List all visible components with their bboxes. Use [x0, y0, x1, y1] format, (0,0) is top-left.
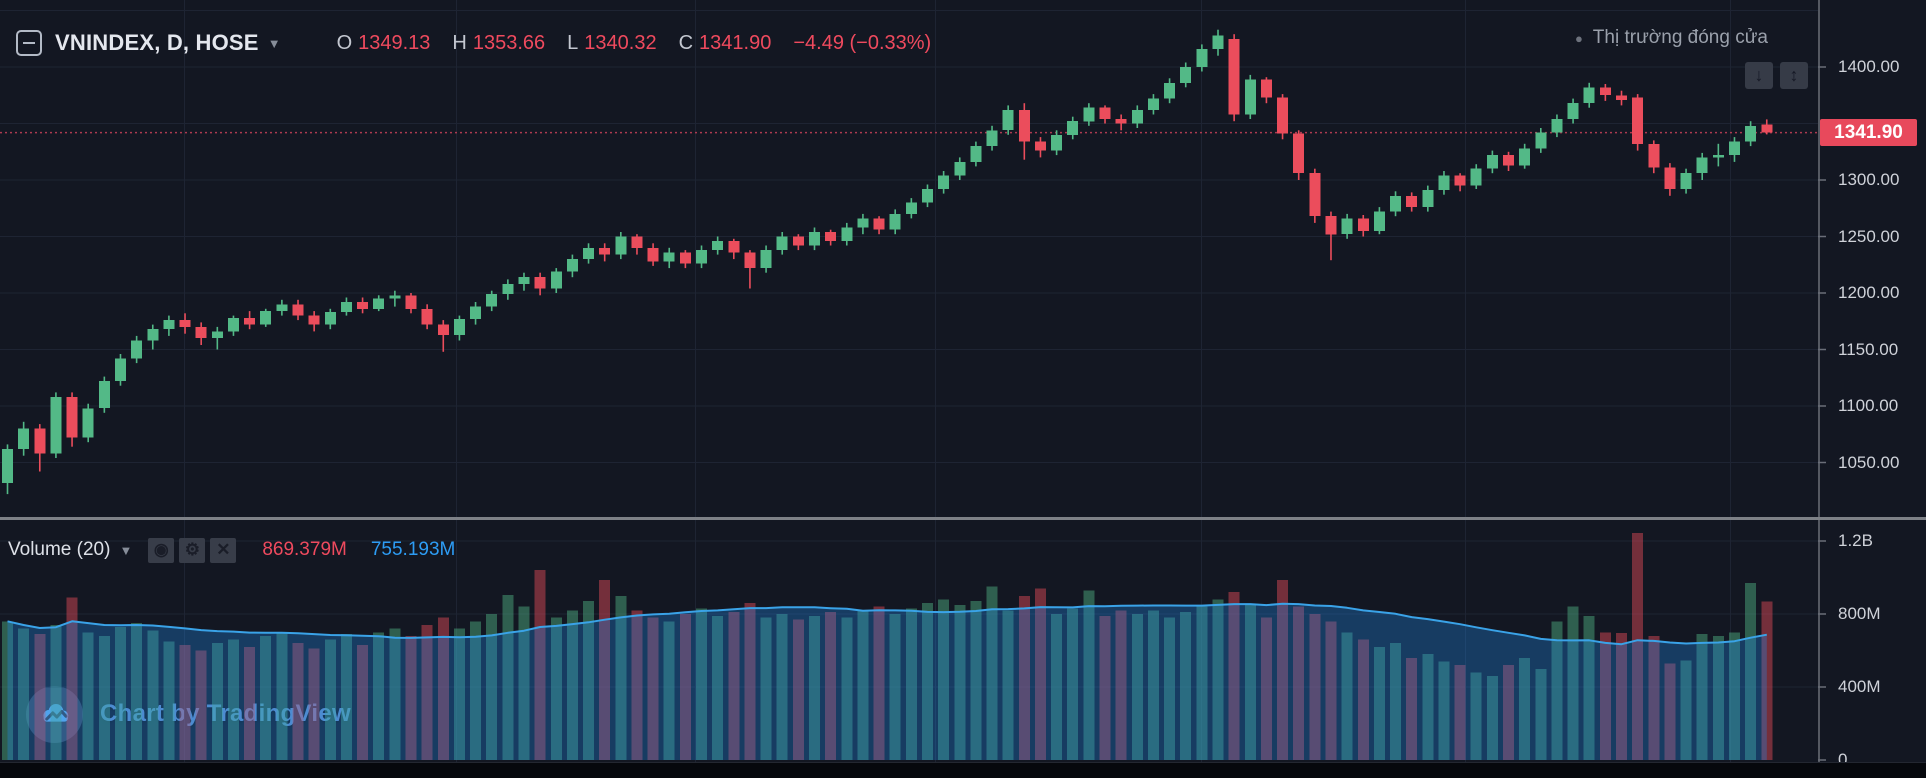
eye-icon: ◉: [153, 540, 169, 559]
watermark-text: Chart by TradingView: [100, 700, 351, 728]
close-label: C: [678, 31, 694, 54]
open-label: O: [336, 31, 353, 54]
pane-resize-handle[interactable]: [0, 517, 1926, 520]
arrow-up-down-icon: ↕: [1789, 65, 1799, 85]
price-tick-label: 1100.00: [1838, 396, 1899, 415]
chevron-down-icon[interactable]: ▼: [119, 542, 133, 558]
gear-icon: ⚙: [184, 540, 200, 559]
symbol-title[interactable]: VNINDEX, D, HOSE: [55, 30, 259, 55]
low-value: 1340.32: [584, 31, 657, 54]
open-value: 1349.13: [358, 31, 431, 54]
volume-ma-value: 755.193M: [370, 539, 456, 560]
hide-indicator-button[interactable]: ◉: [148, 537, 175, 563]
volume-tick-label: 400M: [1838, 677, 1881, 696]
price-tick-label: 1200.00: [1838, 283, 1900, 302]
volume-value: 869.379M: [262, 539, 347, 560]
market-status-text: Thị trường đóng cửa: [1592, 27, 1768, 48]
market-status: ● Thị trường đóng cửa: [1575, 27, 1768, 49]
auto-scale-button[interactable]: ↕: [1780, 62, 1808, 89]
high-label: H: [452, 31, 467, 54]
status-dot-icon: ●: [1574, 30, 1583, 46]
tradingview-logo-icon: [26, 685, 83, 743]
volume-tick-label: 800M: [1838, 604, 1881, 623]
ohlc-values: O 1349.13 H 1353.66 L 1340.32 C 1341.90: [321, 32, 772, 55]
price-tick-label: 1300.00: [1838, 170, 1900, 189]
volume-tick-label: 0: [1838, 750, 1848, 769]
price-axis[interactable]: 1341.90 1400.00 1300.00 1250.00 1200.00 1150…: [1818, 0, 1926, 769]
last-price-badge: 1341.90: [1820, 119, 1917, 146]
price-tick-label: 1250.00: [1838, 226, 1900, 246]
chevron-down-icon[interactable]: ▼: [267, 35, 281, 51]
tradingview-watermark: Chart by TradingView: [26, 684, 351, 744]
high-value: 1353.66: [472, 31, 546, 54]
low-label: L: [567, 31, 579, 54]
remove-indicator-button[interactable]: ✕: [210, 537, 237, 563]
arrow-down-icon: ↓: [1754, 65, 1764, 85]
volume-indicator-title[interactable]: Volume (20): [8, 539, 111, 560]
close-icon: ✕: [216, 540, 231, 559]
price-tick-label: 1050.00: [1838, 452, 1900, 472]
scroll-to-recent-button[interactable]: ↓: [1745, 62, 1773, 89]
symbol-legend: VNINDEX, D, HOSE ▼ O 1349.13 H 1353.66 L 13…: [16, 28, 931, 58]
volume-tick-label: 1.2B: [1838, 531, 1873, 550]
volume-indicator-legend: Volume (20) ▼ ◉ ⚙ ✕ 869.379M 755.193M: [8, 536, 455, 564]
collapse-legend-icon[interactable]: [16, 30, 42, 56]
change-value: −4.49 (−0.33%): [793, 31, 932, 54]
time-axis-collapsed[interactable]: [0, 762, 1926, 778]
price-tick-label: 1150.00: [1838, 339, 1899, 359]
close-value: 1341.90: [699, 31, 772, 54]
price-tick-label: 1400.00: [1838, 57, 1900, 76]
indicator-settings-button[interactable]: ⚙: [179, 537, 206, 563]
